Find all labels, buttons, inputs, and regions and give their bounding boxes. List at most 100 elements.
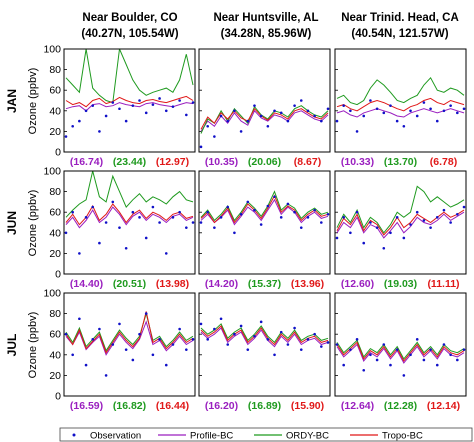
panel-frame: [63, 292, 196, 397]
observation-point: [138, 332, 141, 336]
observation-point: [389, 104, 392, 107]
observation-point: [306, 109, 310, 113]
observation-point: [442, 109, 446, 113]
stat-label: (16.89): [248, 400, 281, 412]
observation-point: [98, 327, 101, 331]
ordy-bc-line: [65, 171, 194, 218]
observation-point: [279, 330, 283, 334]
observation-point: [138, 99, 141, 102]
panel-frame: [334, 48, 467, 153]
observation-point: [389, 363, 392, 367]
ordy-bc-line: [336, 185, 465, 234]
panel-frame: [334, 170, 467, 275]
observation-point: [442, 208, 446, 212]
observation-point: [429, 107, 432, 111]
observation-point: [286, 202, 290, 206]
stat-label: (12.28): [384, 400, 417, 412]
observation-point: [395, 216, 399, 219]
observation-point: [219, 317, 223, 321]
observation-point: [104, 221, 108, 224]
observation-point: [185, 226, 188, 229]
panel-frame: [334, 292, 467, 397]
column-headers: Near Boulder, CO (40.27N, 105.54W) Near …: [81, 12, 458, 40]
observation-point: [299, 99, 303, 102]
observation-point: [158, 221, 161, 224]
legend-label: Tropo-BC: [382, 431, 423, 442]
panel-frame: [198, 170, 331, 275]
observation-point: [253, 104, 256, 107]
observation-point: [246, 119, 250, 123]
ordy-bc-line: [65, 49, 194, 104]
observation-point: [462, 107, 466, 111]
ylabel-jul: Ozone (ppbv): [27, 312, 39, 379]
y-tick-label: 40: [49, 349, 61, 361]
ordy-bc-line: [65, 311, 194, 352]
profile-bc-line: [336, 211, 465, 239]
ordy-bc-line: [200, 323, 329, 344]
stat-label: (15.37): [248, 278, 281, 290]
observation-point: [273, 195, 276, 199]
observation-point: [389, 231, 392, 235]
observation-point: [124, 246, 128, 250]
tropo-bc-line: [65, 95, 194, 108]
observation-point: [226, 119, 230, 123]
observation-point: [362, 368, 366, 372]
y-tick-label: 40: [49, 227, 61, 239]
row-labels: JAN Ozone (ppbv) JUN Ozone (ppbv) JUL Oz…: [5, 68, 39, 379]
observation-point: [111, 343, 115, 346]
observation-point: [422, 219, 426, 222]
observation-point: [91, 205, 95, 209]
observation-point: [118, 226, 121, 229]
observation-point: [320, 345, 323, 348]
observation-point: [151, 103, 155, 106]
observation-point: [435, 216, 439, 219]
y-tick-label: 0: [55, 147, 61, 159]
observation-point: [362, 241, 366, 245]
observation-point: [185, 348, 188, 351]
legend-label: Profile-BC: [190, 431, 233, 442]
profile-bc-line: [200, 327, 329, 348]
observation-point: [213, 135, 216, 138]
panel-jul-0: 0 20 40 60 80 100 (16.59) (16.82) (16.44): [43, 288, 196, 412]
observation-point: [131, 104, 135, 107]
observation-point: [213, 226, 216, 229]
y-tick-label: 100: [43, 44, 61, 56]
observation-point: [239, 324, 243, 328]
observation-point: [151, 205, 155, 209]
observation-point: [178, 99, 181, 102]
stat-label: (13.98): [156, 278, 189, 290]
observation-point: [199, 322, 203, 326]
observation-point: [64, 332, 68, 336]
stat-label: (8.67): [294, 156, 321, 168]
y-tick-label: 20: [49, 248, 61, 260]
stat-label: (12.97): [156, 156, 189, 168]
stat-label: (12.64): [341, 400, 374, 412]
stat-label: (13.70): [384, 156, 417, 168]
observation-point: [395, 348, 399, 351]
stat-label: (10.35): [205, 156, 238, 168]
y-tick-label: 80: [49, 308, 61, 320]
legend-frame: [59, 427, 473, 442]
observation-point: [131, 358, 135, 362]
observation-point: [299, 348, 303, 351]
row-label-jan: JAN: [5, 89, 19, 113]
panel-jun-1: (14.20) (15.37) (13.96): [198, 170, 331, 290]
observation-point: [91, 104, 95, 107]
observation-point: [78, 252, 81, 255]
y-tick-label: 20: [49, 370, 61, 382]
observation-point: [233, 109, 236, 113]
stat-label: (16.44): [156, 400, 189, 412]
observation-point: [259, 223, 263, 226]
stat-label: (20.51): [113, 278, 146, 290]
observation-point: [131, 210, 135, 214]
observation-point: [342, 104, 345, 107]
observation-point: [199, 221, 203, 224]
observation-point: [409, 353, 412, 357]
observation-point: [219, 114, 223, 118]
observation-point: [279, 216, 283, 219]
observation-point: [259, 320, 263, 324]
observation-point: [286, 343, 290, 346]
observation-point: [293, 104, 296, 107]
observation-point: [349, 231, 352, 235]
observation-point: [369, 99, 372, 102]
